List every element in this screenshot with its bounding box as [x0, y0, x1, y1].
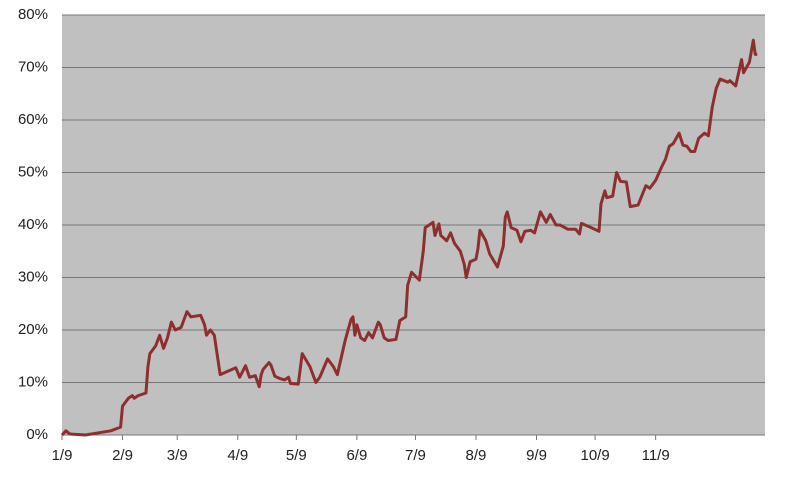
- x-tick-label: 10/9: [581, 447, 610, 464]
- x-tick-label: 3/9: [167, 447, 188, 464]
- x-tick-label: 4/9: [227, 447, 248, 464]
- x-tick-label: 2/9: [112, 447, 133, 464]
- x-tick-label: 11/9: [642, 447, 670, 464]
- y-tick-label: 80%: [18, 6, 48, 23]
- y-tick-label: 30%: [18, 268, 48, 285]
- x-tick-label: 5/9: [286, 447, 307, 464]
- x-tick-label: 1/9: [52, 447, 73, 464]
- x-tick-label: 9/9: [526, 447, 547, 464]
- line: [60, 38, 758, 437]
- y-tick-label: 0%: [26, 426, 48, 443]
- y-tick-label: 10%: [18, 373, 48, 390]
- x-tick-label: 7/9: [405, 447, 426, 464]
- y-tick-label: 50%: [18, 163, 48, 180]
- x-tick-label: 8/9: [466, 447, 487, 464]
- y-tick-label: 40%: [18, 216, 48, 233]
- x-tick-label: 6/9: [346, 447, 367, 464]
- y-tick-label: 20%: [18, 321, 48, 338]
- y-tick-label: 70%: [18, 58, 48, 75]
- y-tick-label: 60%: [18, 111, 48, 128]
